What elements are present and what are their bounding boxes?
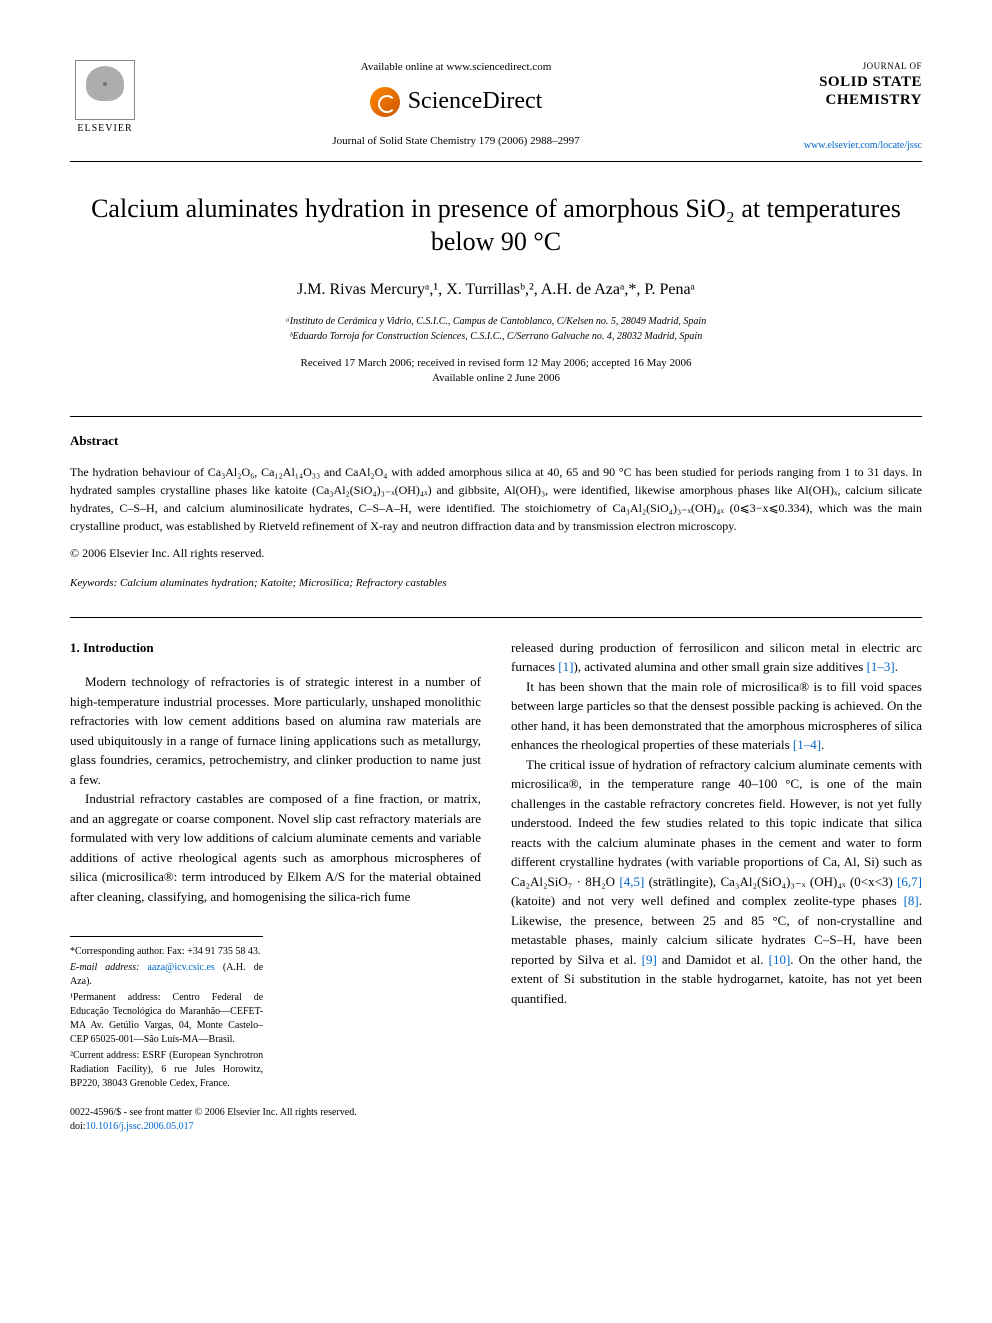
body-columns: 1. Introduction Modern technology of ref… <box>70 638 922 1135</box>
elsevier-logo: ELSEVIER <box>70 60 140 140</box>
para4-end: . <box>821 737 824 752</box>
sciencedirect-logo: ScienceDirect <box>160 85 752 119</box>
available-date: Available online 2 June 2006 <box>70 371 922 386</box>
para4-start: It has been shown that the main role of … <box>511 679 922 753</box>
abstract-heading: Abstract <box>70 432 922 450</box>
header-divider <box>70 161 922 162</box>
abstract-copyright: © 2006 Elsevier Inc. All rights reserved… <box>70 545 922 562</box>
journal-reference: Journal of Solid State Chemistry 179 (20… <box>160 134 752 149</box>
keywords-label: Keywords: <box>70 577 117 589</box>
email-line: E-mail address: aaza@icv.csic.es (A.H. d… <box>70 961 263 989</box>
bottom-info: 0022-4596/$ - see front matter © 2006 El… <box>70 1106 481 1134</box>
elsevier-tree-icon <box>75 60 135 120</box>
abstract-divider-bottom <box>70 617 922 618</box>
section-1-heading: 1. Introduction <box>70 638 481 658</box>
affiliation-b: ᵇEduardo Torroja for Construction Scienc… <box>70 329 922 344</box>
keywords: Keywords: Calcium aluminates hydration; … <box>70 576 922 591</box>
right-column: released during production of ferrosilic… <box>511 638 922 1135</box>
article-title: Calcium aluminates hydration in presence… <box>70 192 922 260</box>
journal-name-1: SOLID STATE <box>772 73 922 91</box>
para5-mid4: and Damidot et al. <box>657 952 769 967</box>
sciencedirect-icon <box>370 87 400 117</box>
journal-logo: JOURNAL OF SOLID STATE CHEMISTRY www.els… <box>772 60 922 153</box>
email-label: E-mail address: <box>70 962 147 973</box>
keywords-text: Calcium aluminates hydration; Katoite; M… <box>117 577 446 589</box>
ref-1[interactable]: [1] <box>558 659 573 674</box>
ref-9[interactable]: [9] <box>642 952 657 967</box>
para3-end: . <box>895 659 898 674</box>
ref-1-3[interactable]: [1–3] <box>867 659 895 674</box>
intro-para-3: released during production of ferrosilic… <box>511 638 922 677</box>
abstract-text: The hydration behaviour of Ca₃Al₂O₆, Ca₁… <box>70 463 922 535</box>
para3-mid: ), activated alumina and other small gra… <box>573 659 866 674</box>
affiliations: ᵃInstituto de Cerámica y Vidrio, C.S.I.C… <box>70 314 922 344</box>
permanent-address-1: ¹Permanent address: Centro Federal de Ed… <box>70 991 263 1047</box>
email-link[interactable]: aaza@icv.csic.es <box>147 962 214 973</box>
sciencedirect-text: ScienceDirect <box>408 85 543 119</box>
journal-url-link[interactable]: www.elsevier.com/locate/jssc <box>772 139 922 153</box>
journal-of-label: JOURNAL OF <box>772 60 922 73</box>
intro-para-4: It has been shown that the main role of … <box>511 677 922 755</box>
affiliation-a: ᵃInstituto de Cerámica y Vidrio, C.S.I.C… <box>70 314 922 329</box>
intro-para-1: Modern technology of refractories is of … <box>70 672 481 789</box>
header-row: ELSEVIER Available online at www.science… <box>70 60 922 153</box>
left-column: 1. Introduction Modern technology of ref… <box>70 638 481 1135</box>
intro-para-5: The critical issue of hydration of refra… <box>511 755 922 1009</box>
ref-10[interactable]: [10] <box>769 952 791 967</box>
publication-dates: Received 17 March 2006; received in revi… <box>70 356 922 387</box>
authors-list: J.M. Rivas Mercuryᵃ,¹, X. Turrillasᵇ,², … <box>70 279 922 301</box>
journal-name-2: CHEMISTRY <box>772 91 922 109</box>
para5-mid1: (strätlingite), Ca₃Al₂(SiO₄)₃₋ₓ (OH)₄ₓ (… <box>644 874 897 889</box>
ref-4-5[interactable]: [4,5] <box>619 874 644 889</box>
front-matter: 0022-4596/$ - see front matter © 2006 El… <box>70 1106 481 1120</box>
para5-start: The critical issue of hydration of refra… <box>511 757 922 889</box>
elsevier-label: ELSEVIER <box>77 122 132 136</box>
ref-8[interactable]: [8] <box>904 893 919 908</box>
permanent-address-2: ²Current address: ESRF (European Synchro… <box>70 1049 263 1091</box>
doi-label: doi: <box>70 1121 86 1132</box>
para5-mid2: (katoite) and not very well defined and … <box>511 893 904 908</box>
doi-link[interactable]: 10.1016/j.jssc.2006.05.017 <box>86 1121 194 1132</box>
footnotes: *Corresponding author. Fax: +34 91 735 5… <box>70 936 263 1091</box>
ref-1-4[interactable]: [1–4] <box>793 737 821 752</box>
received-date: Received 17 March 2006; received in revi… <box>70 356 922 371</box>
doi-line: doi:10.1016/j.jssc.2006.05.017 <box>70 1120 481 1134</box>
ref-6-7[interactable]: [6,7] <box>897 874 922 889</box>
intro-para-2: Industrial refractory castables are comp… <box>70 789 481 906</box>
center-header: Available online at www.sciencedirect.co… <box>140 60 772 149</box>
corresponding-author: *Corresponding author. Fax: +34 91 735 5… <box>70 945 263 959</box>
available-online-text: Available online at www.sciencedirect.co… <box>160 60 752 75</box>
abstract-divider-top <box>70 416 922 417</box>
